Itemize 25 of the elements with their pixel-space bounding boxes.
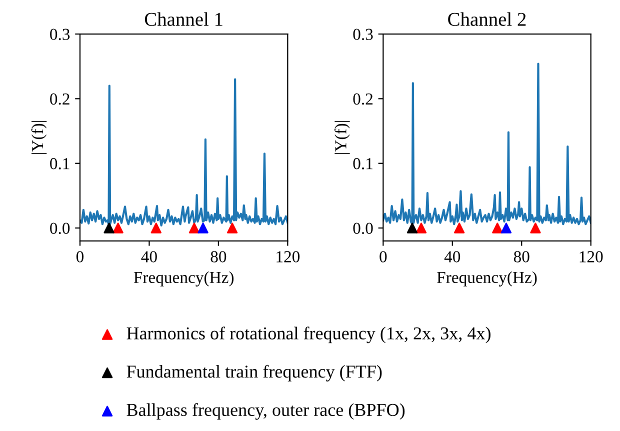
- y-tick-label: 0.3: [50, 28, 70, 40]
- x-axis-title: Frequency(Hz): [437, 271, 537, 286]
- legend-label: Harmonics of rotational frequency (1x, 2x, 3x, 4x): [126, 326, 490, 344]
- x-axis-title: Frequency(Hz): [134, 271, 234, 286]
- y-tick-label: 0.1: [50, 158, 70, 170]
- y-tick-label: 0.2: [353, 93, 373, 105]
- x-tick-label: 80: [514, 251, 530, 262]
- y-tick-label: 0.3: [353, 28, 373, 40]
- x-tick-label: 0: [76, 251, 84, 262]
- y-axis-title: |Y(f)|: [31, 121, 47, 154]
- x-tick-label: 120: [580, 251, 603, 262]
- x-tick-label: 40: [444, 251, 460, 262]
- x-tick-label: 80: [210, 251, 226, 262]
- x-tick-label: 120: [276, 251, 300, 262]
- x-tick-label: 0: [380, 251, 387, 262]
- chart-title: Channel 2: [448, 12, 526, 26]
- y-tick-label: 0.1: [353, 158, 372, 170]
- y-axis-title: |Y(f)|: [334, 121, 350, 154]
- legend-label: Ballpass frequency, outer race (BPFO): [126, 403, 405, 420]
- legend-label: Fundamental train frequency (FTF): [126, 364, 382, 382]
- chart-title: Channel 1: [144, 12, 222, 26]
- y-tick-label: 0.2: [50, 93, 70, 105]
- y-tick-label: 0.0: [50, 222, 70, 234]
- y-tick-label: 0.0: [353, 222, 373, 234]
- x-tick-label: 40: [141, 251, 157, 262]
